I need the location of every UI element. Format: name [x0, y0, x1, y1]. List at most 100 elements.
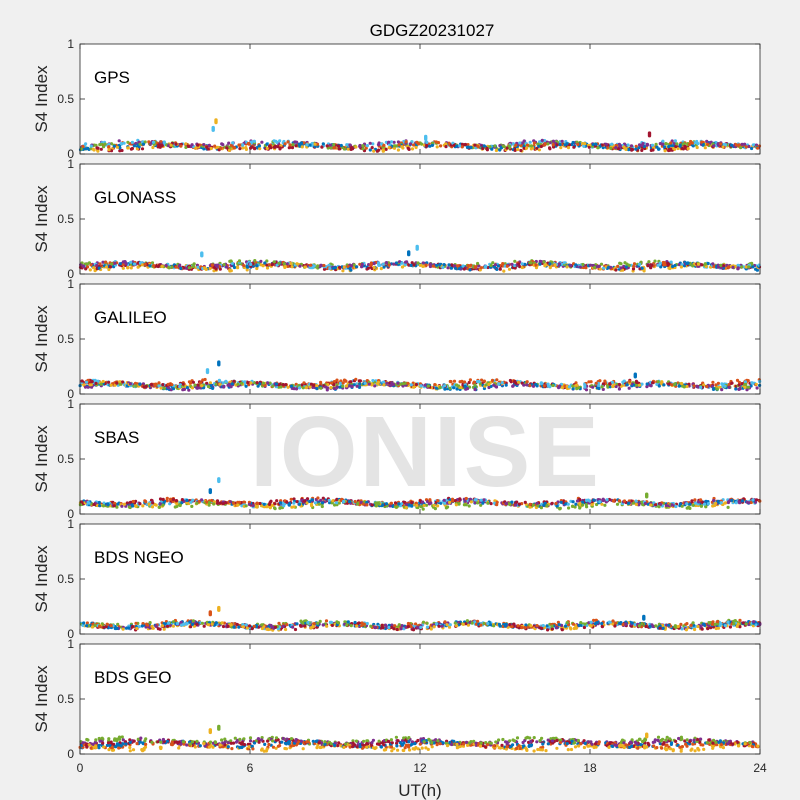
data-point [327, 263, 331, 267]
data-point [603, 379, 607, 383]
data-point [441, 265, 445, 270]
data-point [528, 261, 532, 265]
data-point [484, 383, 488, 387]
data-point [596, 146, 600, 150]
data-point [320, 504, 324, 509]
data-point [141, 142, 146, 146]
data-point [714, 383, 718, 387]
data-point [711, 387, 716, 391]
data-point [488, 145, 492, 149]
data-point [329, 386, 333, 390]
data-point [566, 146, 571, 150]
data-point [555, 504, 559, 508]
data-point [349, 264, 353, 268]
data-point [632, 383, 636, 387]
data-point [559, 146, 563, 150]
data-point [358, 144, 362, 148]
data-point [680, 381, 684, 386]
data-point [178, 385, 182, 389]
data-point [562, 261, 566, 265]
data-point [545, 504, 549, 508]
data-point [685, 506, 689, 510]
data-point [704, 264, 708, 269]
data-point [404, 260, 408, 264]
data-point [435, 263, 439, 267]
data-point [551, 383, 555, 388]
data-point [420, 142, 424, 146]
data-point [214, 382, 218, 386]
data-point [520, 262, 524, 266]
data-point [221, 381, 225, 385]
data-point [722, 142, 727, 146]
data-point [598, 500, 602, 504]
data-point [737, 383, 741, 387]
data-point [121, 260, 125, 264]
data-point [611, 499, 616, 503]
data-point [649, 503, 653, 507]
data-point [428, 264, 432, 269]
data-point [354, 377, 358, 381]
data-point [361, 502, 365, 506]
data-point [389, 140, 394, 144]
data-point [255, 381, 259, 385]
data-point [320, 145, 324, 149]
data-point [446, 266, 450, 270]
data-point [134, 384, 138, 388]
data-point [542, 384, 546, 388]
data-point [655, 145, 659, 149]
data-point [576, 142, 580, 146]
data-point [637, 146, 641, 150]
data-point [159, 386, 163, 390]
data-point [258, 382, 262, 386]
data-point [510, 500, 514, 504]
data-point [250, 145, 254, 149]
data-point [571, 387, 575, 391]
data-point [224, 379, 228, 383]
data-point [667, 145, 671, 149]
data-point [442, 263, 446, 267]
data-point [171, 497, 175, 502]
data-point [532, 141, 537, 145]
data-point [138, 502, 142, 506]
data-point [481, 146, 485, 151]
data-point [81, 264, 86, 268]
data-point [610, 142, 614, 146]
data-point [88, 268, 92, 272]
data-point [219, 146, 223, 150]
data-point [567, 143, 572, 147]
data-point [249, 140, 254, 144]
data-point [228, 259, 232, 263]
data-point [614, 268, 618, 272]
data-point [410, 147, 415, 151]
data-point [370, 383, 374, 387]
data-point [338, 381, 343, 385]
data-point [229, 269, 233, 273]
data-point [490, 147, 494, 151]
data-point [89, 144, 93, 148]
data-point [466, 264, 470, 268]
spike-point [647, 134, 652, 138]
data-point [423, 383, 427, 387]
data-point [255, 501, 260, 505]
data-point [365, 500, 369, 504]
data-point [528, 140, 532, 144]
data-point [96, 149, 100, 153]
data-point [200, 384, 204, 388]
data-point [289, 497, 293, 501]
data-point [396, 140, 400, 144]
data-point [571, 384, 575, 388]
data-point [147, 140, 151, 144]
data-point [468, 268, 472, 272]
data-point [382, 143, 386, 147]
data-point [718, 385, 722, 389]
data-point [463, 384, 467, 388]
data-point [495, 378, 499, 382]
data-point [278, 147, 282, 151]
data-point [651, 381, 655, 385]
data-point [747, 265, 751, 269]
data-point [167, 144, 171, 148]
data-point [128, 500, 133, 504]
panel-label: GALILEO [94, 308, 167, 327]
data-point [490, 378, 495, 382]
data-point [600, 502, 604, 506]
